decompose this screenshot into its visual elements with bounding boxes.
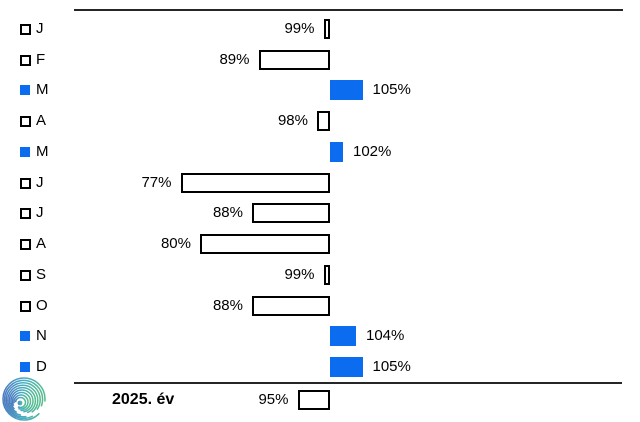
legend-square-outline-icon [20, 239, 31, 251]
chart-row: J 88% [0, 198, 640, 228]
value-label: 88% [212, 296, 243, 314]
legend-square-outline-icon [20, 300, 31, 312]
month-label: A [36, 112, 47, 130]
month-label: J [36, 173, 44, 191]
chart-row: J 99% [0, 14, 640, 44]
chart-row: N 104% [0, 321, 640, 351]
month-label: S [36, 265, 47, 283]
month-label: O [36, 296, 48, 314]
value-label: 88% [212, 204, 243, 222]
bar-below-100 [297, 390, 330, 410]
bar-below-100 [258, 49, 330, 70]
bar-above-100 [330, 80, 363, 101]
month-label: M [36, 142, 49, 160]
month-label: F [36, 50, 46, 68]
bar-above-100 [330, 356, 363, 377]
value-label: 104% [366, 327, 405, 345]
chart-row: A 80% [0, 229, 640, 259]
chart-row: J 77% [0, 168, 640, 198]
legend-square-outline-icon [20, 269, 31, 281]
bar-below-100 [323, 264, 330, 285]
bottom-axis-line [74, 382, 622, 384]
legend-square-outline-icon [20, 54, 31, 66]
month-label: J [36, 20, 44, 37]
value-label: 80% [160, 235, 191, 253]
legend-square-filled-icon [20, 85, 30, 96]
value-label: 98% [277, 112, 308, 130]
value-label: 99% [284, 265, 315, 283]
value-label: 99% [284, 20, 315, 37]
bar-above-100 [330, 326, 356, 347]
bar-above-100 [330, 141, 343, 162]
month-label: J [36, 204, 44, 222]
summary-row: 2025. év 95% [0, 385, 640, 415]
legend-square-filled-icon [20, 331, 30, 342]
legend-square-filled-icon [20, 146, 30, 157]
value-label: 95% [258, 391, 289, 408]
legend-square-outline-icon [20, 116, 31, 128]
chart-row: M 105% [0, 75, 640, 105]
value-label: 105% [372, 357, 411, 375]
chart-row: D 105% [0, 352, 640, 382]
value-label: 77% [141, 173, 172, 191]
summary-row-label: 2025. év [112, 391, 175, 408]
month-label: D [36, 357, 47, 375]
chart-row: M 102% [0, 137, 640, 167]
bar-below-100 [317, 111, 330, 132]
chart-row: O 88% [0, 291, 640, 321]
chart-row: A 98% [0, 106, 640, 136]
bar-below-100 [252, 295, 330, 316]
bar-below-100 [200, 234, 330, 255]
legend-square-filled-icon [20, 361, 30, 372]
bar-below-100 [323, 19, 330, 39]
value-label: 102% [353, 142, 392, 160]
chart-row: S 99% [0, 260, 640, 290]
bar-below-100 [180, 172, 330, 193]
legend-square-outline-icon [20, 177, 31, 189]
chart-row: F 89% [0, 45, 640, 75]
value-label: 105% [372, 81, 411, 99]
top-axis-line [74, 9, 623, 11]
month-label: N [36, 327, 47, 345]
value-label: 89% [219, 50, 250, 68]
month-label: M [36, 81, 49, 99]
bar-below-100 [252, 203, 330, 224]
swirl-logo [2, 377, 46, 421]
month-label: A [36, 235, 47, 253]
legend-square-outline-icon [20, 208, 31, 220]
legend-square-outline-icon [20, 24, 31, 35]
